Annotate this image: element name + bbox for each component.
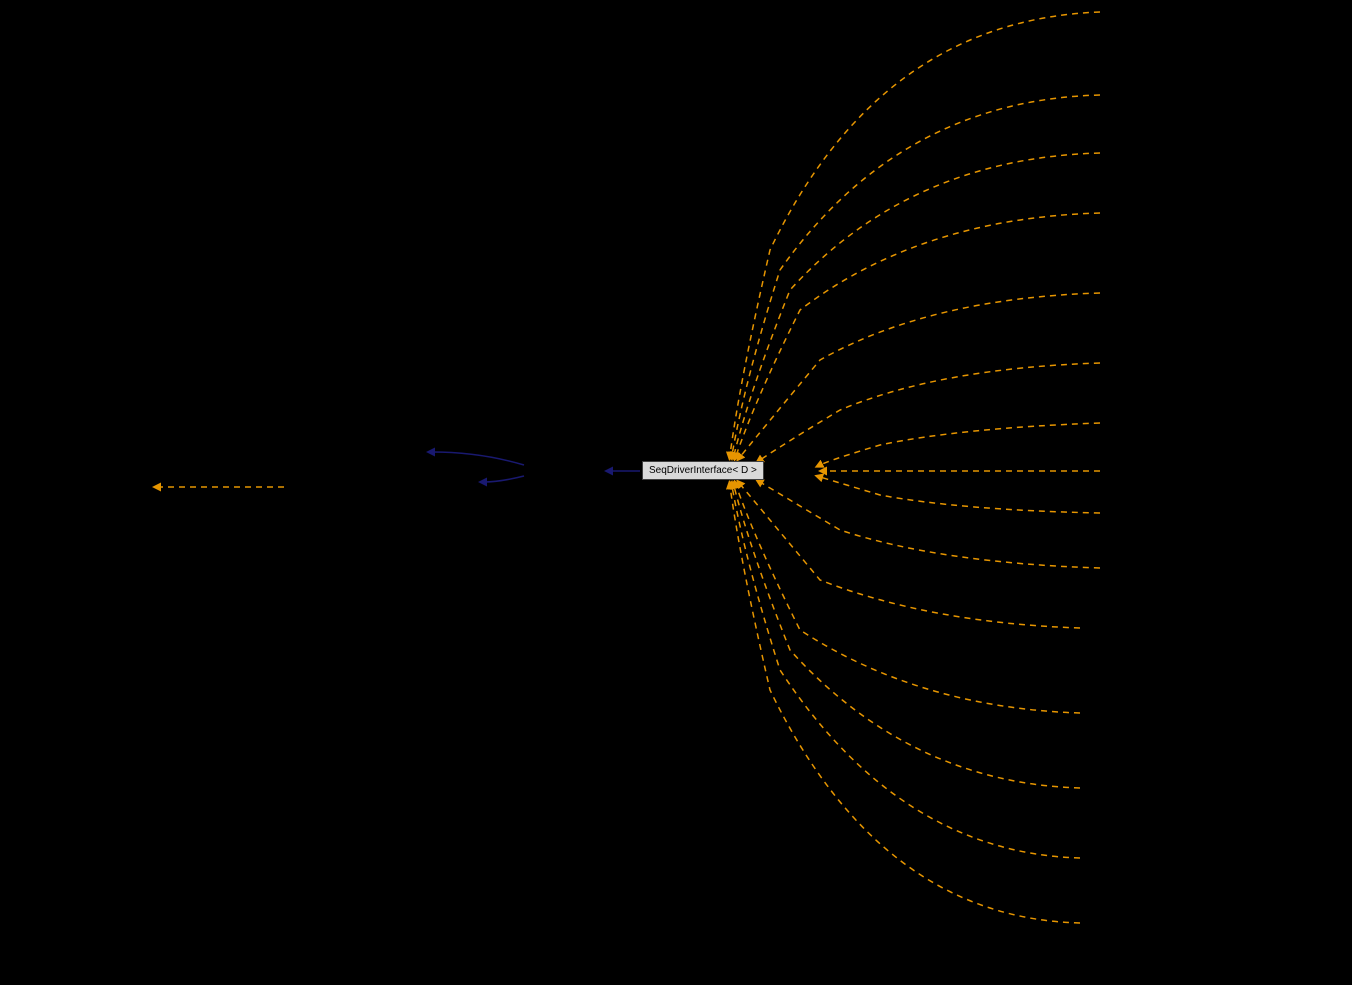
edge-n11 [736,485,1080,713]
hidden-node: Node12 [1060,785,1107,802]
hidden-node-left: NodeL2 [300,461,347,478]
edge-l1-l3 [484,476,524,482]
hidden-node: Node8 [1080,510,1121,527]
edge-n6 [820,423,1100,465]
edge-n8 [820,477,1100,513]
edge-l1-l2 [432,452,524,465]
edge-n3 [736,213,1100,456]
edge-n4 [740,293,1100,457]
edge-n12 [734,486,1080,788]
diagram-svg [0,0,1352,985]
hidden-node: Node0 [1080,8,1121,25]
edge-n0 [730,12,1100,455]
hidden-node: Node13 [1060,855,1107,872]
hidden-node: Node1 [1080,92,1121,109]
edge-n1 [732,95,1100,455]
hidden-node-left: NodeL1 [530,461,577,478]
hidden-node: Node2 [1080,150,1121,167]
hidden-node: Node7 [1080,468,1121,485]
hidden-node-left: NodeL4 [90,481,137,498]
edge-n10 [740,484,1080,628]
hidden-node-left: NodeL3 [300,481,347,498]
hidden-node: Node14 [1060,920,1107,937]
hidden-node: Node3 [1080,210,1121,227]
edge-n5 [760,363,1100,460]
edge-n2 [734,153,1100,455]
edge-n9 [760,482,1100,568]
hidden-node: Node11 [1060,710,1106,727]
hidden-node: Node9 [1080,565,1121,582]
edge-n13 [732,486,1080,858]
edge-n14 [730,486,1080,923]
hidden-node: Node5 [1080,360,1121,377]
hidden-node: Node4 [1080,290,1121,307]
center-node[interactable]: SeqDriverInterface< D > [642,461,764,480]
hidden-node: Node10 [1060,625,1107,642]
hidden-node: Node6 [1080,420,1121,437]
